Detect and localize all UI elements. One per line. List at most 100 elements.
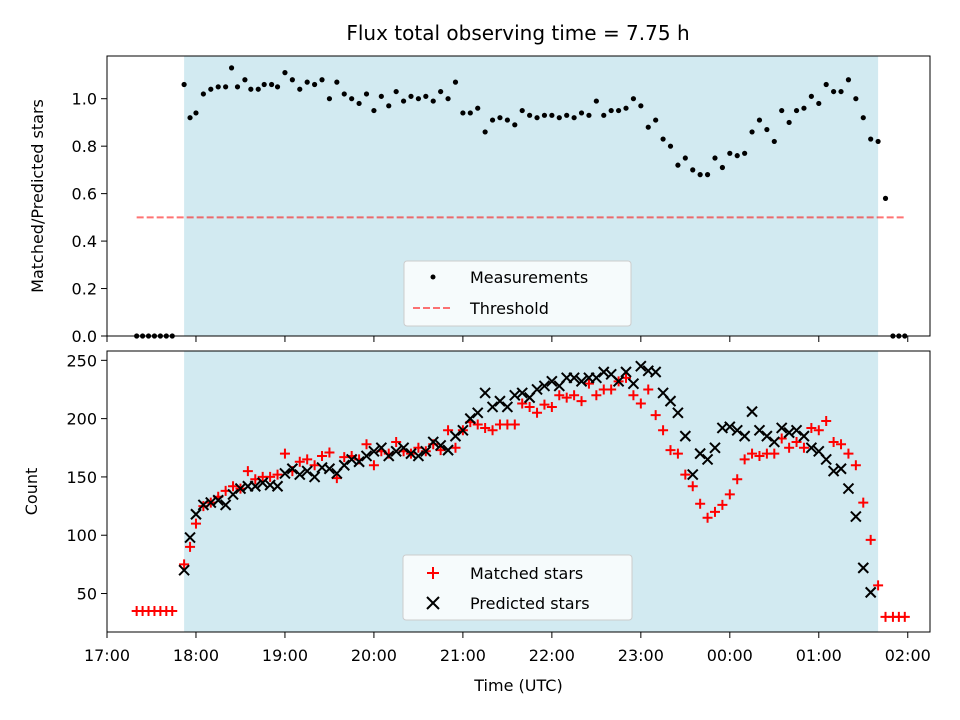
predicted-star-point (768, 436, 781, 448)
y-tick-label: 1.0 (72, 90, 97, 109)
predicted-star-point (353, 456, 365, 468)
matched-star-point (695, 498, 706, 509)
matched-star-point (324, 447, 335, 458)
predicted-star-point (184, 531, 196, 544)
predicted-star-point (627, 377, 640, 390)
measurement-point (489, 117, 496, 123)
measurement-point (430, 98, 436, 104)
measurement-point (519, 107, 525, 114)
predicted-star-point (501, 401, 514, 413)
predicted-star-point (427, 436, 439, 448)
matched-star-point (739, 454, 750, 465)
measurement-point (312, 81, 318, 88)
predicted-star-point (694, 447, 706, 460)
predicted-star-point (701, 453, 714, 466)
predicted-star-point (472, 407, 484, 419)
predicted-star-point (279, 467, 291, 480)
matched-star-point (747, 448, 758, 459)
measurement-point (187, 115, 193, 121)
measurement-point (734, 153, 740, 159)
chart-title: Flux total observing time = 7.75 h (346, 21, 689, 45)
measurement-point (438, 88, 444, 95)
legend-threshold-label: Threshold (469, 299, 549, 318)
measurement-point (408, 93, 414, 99)
measurement-point (690, 167, 696, 173)
predicted-star-point (620, 366, 632, 378)
matched-star-point (865, 534, 876, 545)
matched-star-point (228, 481, 239, 492)
matched-star-point (302, 454, 313, 465)
matched-star-point (450, 442, 461, 453)
predicted-star-point (805, 442, 818, 454)
y-tick-label: 50 (77, 585, 97, 604)
measurement-point (853, 96, 859, 102)
measurement-point (564, 112, 570, 118)
measurement-point (234, 84, 241, 90)
matched-star-point (179, 559, 190, 570)
predicted-star-point (205, 496, 217, 509)
matched-star-point (167, 606, 178, 617)
ratio-legend-box (403, 260, 632, 327)
matched-star-point (873, 580, 884, 591)
measurement-point (460, 110, 466, 116)
measurement-point (749, 129, 755, 135)
matched-star-point (309, 460, 320, 471)
count-axis-ticks: 50 100 150 200 250 17:00 18:00 19:00 20:00 21:00 2… (66, 351, 930, 665)
predicted-star-point (494, 395, 506, 407)
predicted-star-point (308, 471, 321, 483)
measurement-point (556, 115, 562, 121)
y-tick-label: 200 (66, 410, 97, 429)
matched-star-point (569, 390, 580, 401)
matched-star-point (665, 445, 676, 456)
measurement-point (363, 91, 370, 97)
y-tick-label: 100 (66, 526, 97, 545)
matched-star-point (843, 448, 854, 459)
measurement-point (667, 143, 674, 149)
predicted-star-point (827, 465, 840, 477)
matched-star-point (524, 401, 535, 412)
predicted-star-point (197, 499, 210, 511)
measurement-point (630, 96, 637, 102)
matched-star-point (272, 469, 283, 480)
predicted-star-point (360, 450, 373, 462)
measurement-point (467, 110, 473, 116)
legend-predicted-label: Predicted stars (470, 594, 590, 613)
predicted-star-point (612, 375, 625, 388)
predicted-star-point (664, 395, 677, 407)
predicted-star-point (687, 468, 699, 481)
predicted-star-point (420, 445, 432, 457)
x-tick-label: 00:00 (707, 646, 753, 665)
measurement-point (371, 107, 377, 114)
predicted-star-point (672, 407, 684, 419)
y-tick-label: 0.6 (72, 185, 97, 204)
measurement-point (816, 100, 822, 107)
matched-star-point (828, 436, 839, 447)
predicted-star-point (338, 459, 350, 471)
measurement-point (297, 86, 303, 92)
x-tick-label: 17:00 (84, 646, 130, 665)
x-tick-label: 01:00 (796, 646, 842, 665)
ratio-axes-frame (106, 55, 931, 337)
predicted-star-point (798, 430, 810, 442)
x-tick-label: 02:00 (885, 646, 931, 665)
matched-star-point (798, 442, 809, 453)
matched-star-point (813, 425, 824, 436)
predicted-star-point (864, 586, 877, 599)
measurement-point (452, 79, 459, 85)
measurement-point (393, 88, 399, 95)
x-tick-label: 20:00 (351, 646, 397, 665)
predicted-star-point (679, 430, 692, 442)
predicted-star-point (753, 424, 766, 436)
measurement-point (541, 112, 548, 118)
y-tick-label: 150 (66, 468, 97, 487)
measurement-point (786, 119, 792, 126)
predicted-star-point (271, 480, 284, 492)
predicted-star-point (776, 422, 788, 434)
matched-star-point (279, 448, 290, 459)
predicted-star-point (486, 401, 499, 413)
measurement-point (181, 81, 187, 88)
matched-star-point (784, 442, 795, 453)
measurement-point (261, 81, 267, 88)
predicted-star-point (649, 366, 662, 378)
measurement-point (334, 79, 340, 85)
